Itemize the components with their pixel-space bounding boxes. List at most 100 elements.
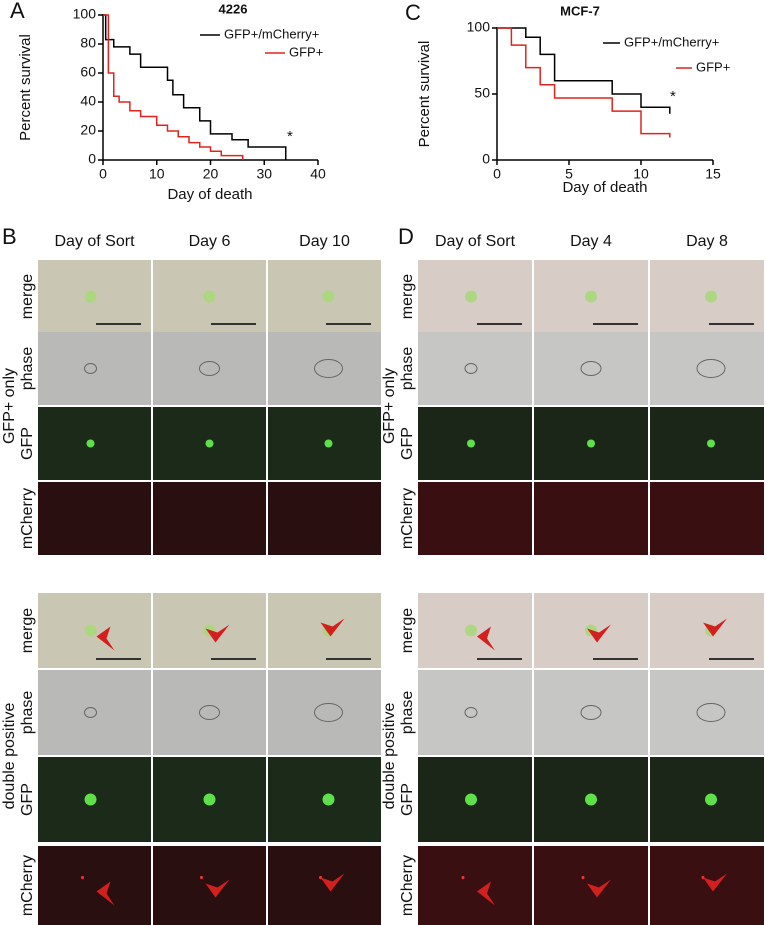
y-tick-label: 60	[80, 64, 96, 80]
cell	[467, 439, 475, 448]
arrowhead	[477, 881, 495, 906]
micrograph	[418, 482, 532, 555]
row-label: mCherry	[19, 855, 36, 916]
row-label: GFP	[19, 427, 36, 460]
x-tick-label: 15	[705, 166, 721, 182]
micrograph	[268, 482, 381, 555]
scale-bar	[477, 323, 522, 325]
cell	[464, 707, 478, 718]
micrograph	[38, 332, 151, 405]
column-header: Day 6	[189, 233, 231, 250]
cell	[203, 793, 216, 806]
x-tick-label: 20	[203, 166, 219, 182]
chart-title: MCF-7	[560, 3, 600, 18]
x-axis-label: Day of death	[562, 179, 647, 196]
cell	[84, 363, 97, 374]
cell	[324, 439, 333, 448]
y-tick-label: 100	[467, 19, 491, 35]
cell	[585, 290, 597, 303]
arrowhead	[320, 873, 345, 892]
x-tick-label: 0	[99, 166, 107, 182]
significance-marker: *	[287, 128, 293, 145]
micrograph	[38, 846, 151, 925]
cell	[314, 359, 343, 378]
micrograph	[268, 670, 381, 755]
scale-bar	[96, 323, 141, 325]
cell	[581, 876, 585, 879]
micrograph	[650, 332, 764, 405]
x-tick-label: 10	[633, 166, 649, 182]
group-label: GFP+ only	[381, 368, 398, 444]
y-axis-label: Percent survival	[17, 34, 34, 141]
row-label: phase	[399, 347, 416, 391]
x-tick-label: 30	[256, 166, 272, 182]
panel-letter: D	[398, 224, 414, 249]
micrograph	[534, 482, 648, 555]
legend-label: GFP+/mCherry+	[224, 26, 319, 41]
scale-bar	[593, 323, 638, 325]
y-tick-label: 50	[474, 85, 490, 101]
row-label: GFP	[19, 783, 36, 816]
scale-bar	[326, 658, 371, 660]
y-tick-label: 0	[88, 151, 96, 167]
arrowhead	[205, 624, 230, 643]
scale-bar	[477, 658, 522, 660]
cell	[322, 290, 335, 303]
cell	[465, 793, 477, 806]
cell	[199, 361, 220, 376]
arrowhead	[96, 626, 115, 651]
cell	[84, 707, 97, 718]
panel-letter: B	[2, 224, 17, 249]
panel-letter: A	[10, 0, 25, 23]
arrowhead	[587, 624, 611, 643]
scale-bar	[593, 658, 638, 660]
micrograph	[153, 670, 266, 755]
micrograph	[268, 332, 381, 405]
micrograph	[650, 482, 764, 555]
cell	[314, 703, 343, 722]
column-header: Day of Sort	[54, 233, 135, 250]
row-label: phase	[399, 691, 416, 735]
row-label: merge	[19, 608, 36, 653]
cell	[84, 290, 97, 303]
arrowhead	[703, 618, 727, 637]
cell	[580, 705, 602, 720]
panel-letter: C	[405, 0, 421, 25]
row-label: merge	[19, 274, 36, 319]
cell	[580, 361, 602, 376]
row-label: mCherry	[19, 488, 36, 549]
chart-title: 4226	[219, 1, 248, 16]
cell	[84, 624, 97, 637]
micrograph	[418, 670, 532, 755]
row-label: GFP	[399, 427, 416, 460]
micrograph	[418, 332, 532, 405]
cell	[587, 439, 595, 448]
cell	[199, 705, 220, 720]
micrograph	[153, 332, 266, 405]
y-tick-label: 20	[80, 122, 96, 138]
survival-curve	[497, 27, 671, 114]
group-label: double positive	[1, 703, 18, 810]
column-header: Day of Sort	[435, 233, 516, 250]
scale-bar	[709, 658, 754, 660]
micrograph	[38, 482, 151, 555]
cell	[84, 793, 97, 806]
micrograph	[650, 846, 764, 925]
legend-label: GFP+/mCherry+	[624, 34, 719, 49]
survival-curve	[497, 27, 671, 138]
row-label: mCherry	[399, 488, 416, 549]
scale-bar	[211, 323, 256, 325]
scale-bar	[96, 658, 141, 660]
survival-curve	[103, 14, 287, 160]
cell	[464, 363, 478, 374]
arrowhead	[205, 879, 230, 898]
cell	[585, 793, 597, 806]
micrograph	[38, 670, 151, 755]
y-tick-label: 40	[80, 93, 96, 109]
row-label: phase	[19, 347, 36, 391]
cell	[203, 290, 216, 303]
x-tick-label: 0	[493, 166, 501, 182]
cell	[322, 793, 335, 806]
y-axis-label: Percent survival	[416, 41, 433, 148]
arrowhead	[703, 873, 727, 892]
